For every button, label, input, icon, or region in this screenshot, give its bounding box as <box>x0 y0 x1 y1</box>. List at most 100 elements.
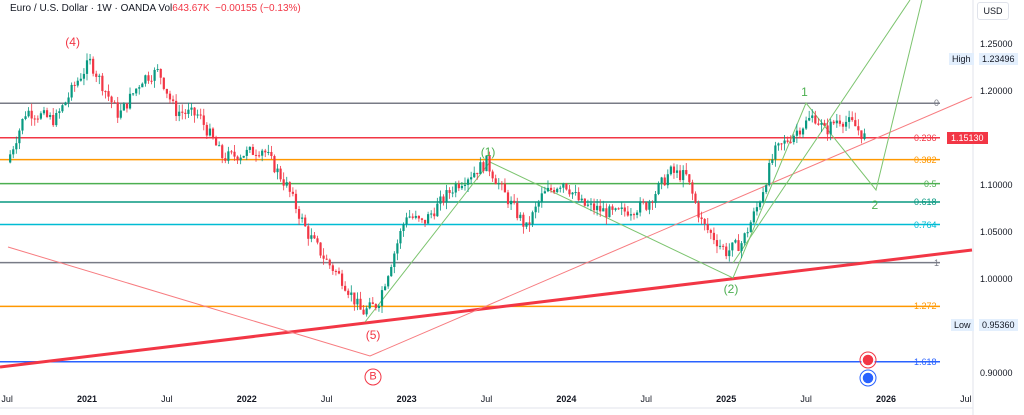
wave-b-line <box>7 96 973 357</box>
candle-up <box>620 207 623 209</box>
candle-up <box>122 103 125 111</box>
candle-up <box>24 116 27 120</box>
candle-down <box>73 84 76 86</box>
candle-down <box>577 192 580 201</box>
candle-up <box>848 117 851 122</box>
candle-up <box>267 151 270 153</box>
candle-down <box>202 115 205 125</box>
fib-label-0.5: 0.5 <box>924 178 937 189</box>
candle-down <box>599 205 602 212</box>
candle-down <box>359 298 362 310</box>
candle-down <box>125 103 129 109</box>
candle-down <box>184 112 187 114</box>
candle-up <box>774 145 777 160</box>
candle-up <box>261 150 264 156</box>
candle-up <box>390 267 393 277</box>
candle-down <box>279 168 282 180</box>
candle-up <box>436 203 439 217</box>
candle-down <box>715 240 719 247</box>
candle-up <box>393 253 396 267</box>
elliott-wave-path <box>364 0 923 323</box>
candle-up <box>42 110 46 114</box>
candle-up <box>466 179 470 185</box>
candle-up <box>546 187 550 192</box>
candle-up <box>608 206 611 218</box>
candle-down <box>623 207 626 212</box>
candle-down <box>854 120 857 127</box>
candle-down <box>553 189 556 193</box>
candle-up <box>531 212 534 225</box>
candle-down <box>168 93 172 100</box>
currency-button[interactable]: USD <box>977 2 1009 20</box>
candle-up <box>801 128 805 135</box>
candle-up <box>740 243 743 251</box>
symbol-header: Euro / U.S. Dollar · 1W · OANDA Vol643.6… <box>10 3 301 14</box>
price-tick: 1.00000 <box>980 274 1013 284</box>
candle-down <box>672 166 676 173</box>
candle-up <box>310 235 313 239</box>
fib-label-0.236: 0.236 <box>914 132 937 143</box>
candle-down <box>230 151 233 153</box>
candle-down <box>101 75 104 92</box>
candle-down <box>36 118 39 120</box>
wave-label: (4) <box>65 35 80 50</box>
candle-up <box>178 111 181 117</box>
candle-up <box>131 93 135 95</box>
fib-label-1.272: 1.272 <box>914 301 937 312</box>
candle-down <box>273 156 276 173</box>
wave-label: (2) <box>723 282 739 297</box>
candle-up <box>580 198 583 201</box>
candle-up <box>98 75 101 77</box>
candle-down <box>224 158 227 161</box>
time-tick: Jul <box>320 394 333 404</box>
candle-up <box>119 110 122 118</box>
price-change: −0.00155 (−0.13%) <box>215 3 301 14</box>
candle-down <box>325 258 328 260</box>
candle-up <box>405 217 408 225</box>
candle-up <box>473 172 476 178</box>
candle-down <box>549 187 553 190</box>
candle-down <box>104 91 107 93</box>
candle-up <box>12 149 15 155</box>
candle-down <box>150 80 153 82</box>
candle-down <box>513 200 516 203</box>
candle-up <box>64 102 67 106</box>
candle-down <box>814 115 817 124</box>
candle-down <box>313 235 316 239</box>
candle-up <box>586 204 590 206</box>
candle-down <box>353 292 356 305</box>
candle-down <box>433 213 436 217</box>
candle-down <box>841 123 845 127</box>
alert-icon-ring <box>859 351 877 369</box>
candle-up <box>509 200 513 205</box>
candle-up <box>414 215 417 218</box>
candle-down <box>211 128 215 139</box>
candle-up <box>76 80 79 86</box>
candle-down <box>288 182 291 192</box>
candle-down <box>175 100 178 117</box>
candle-down <box>162 77 165 89</box>
candle-up <box>746 232 749 234</box>
candle-up <box>596 205 599 211</box>
candle-down <box>857 126 860 131</box>
candle-down <box>488 155 491 172</box>
candle-up <box>669 166 672 175</box>
candle-up <box>208 128 212 136</box>
candle-down <box>694 193 697 203</box>
candle-up <box>602 208 605 212</box>
alert-icon <box>861 353 875 367</box>
candle-up <box>783 140 786 144</box>
candle-up <box>153 69 156 81</box>
candle-up <box>574 192 577 194</box>
candle-up <box>540 193 543 203</box>
candle-up <box>301 217 304 219</box>
alert-icon-ring <box>859 369 877 387</box>
candle-up <box>571 192 574 195</box>
candle-down <box>264 150 267 153</box>
candle-up <box>156 68 159 70</box>
candle-down <box>851 117 854 121</box>
candle-up <box>758 202 762 208</box>
candle-up <box>844 121 848 127</box>
